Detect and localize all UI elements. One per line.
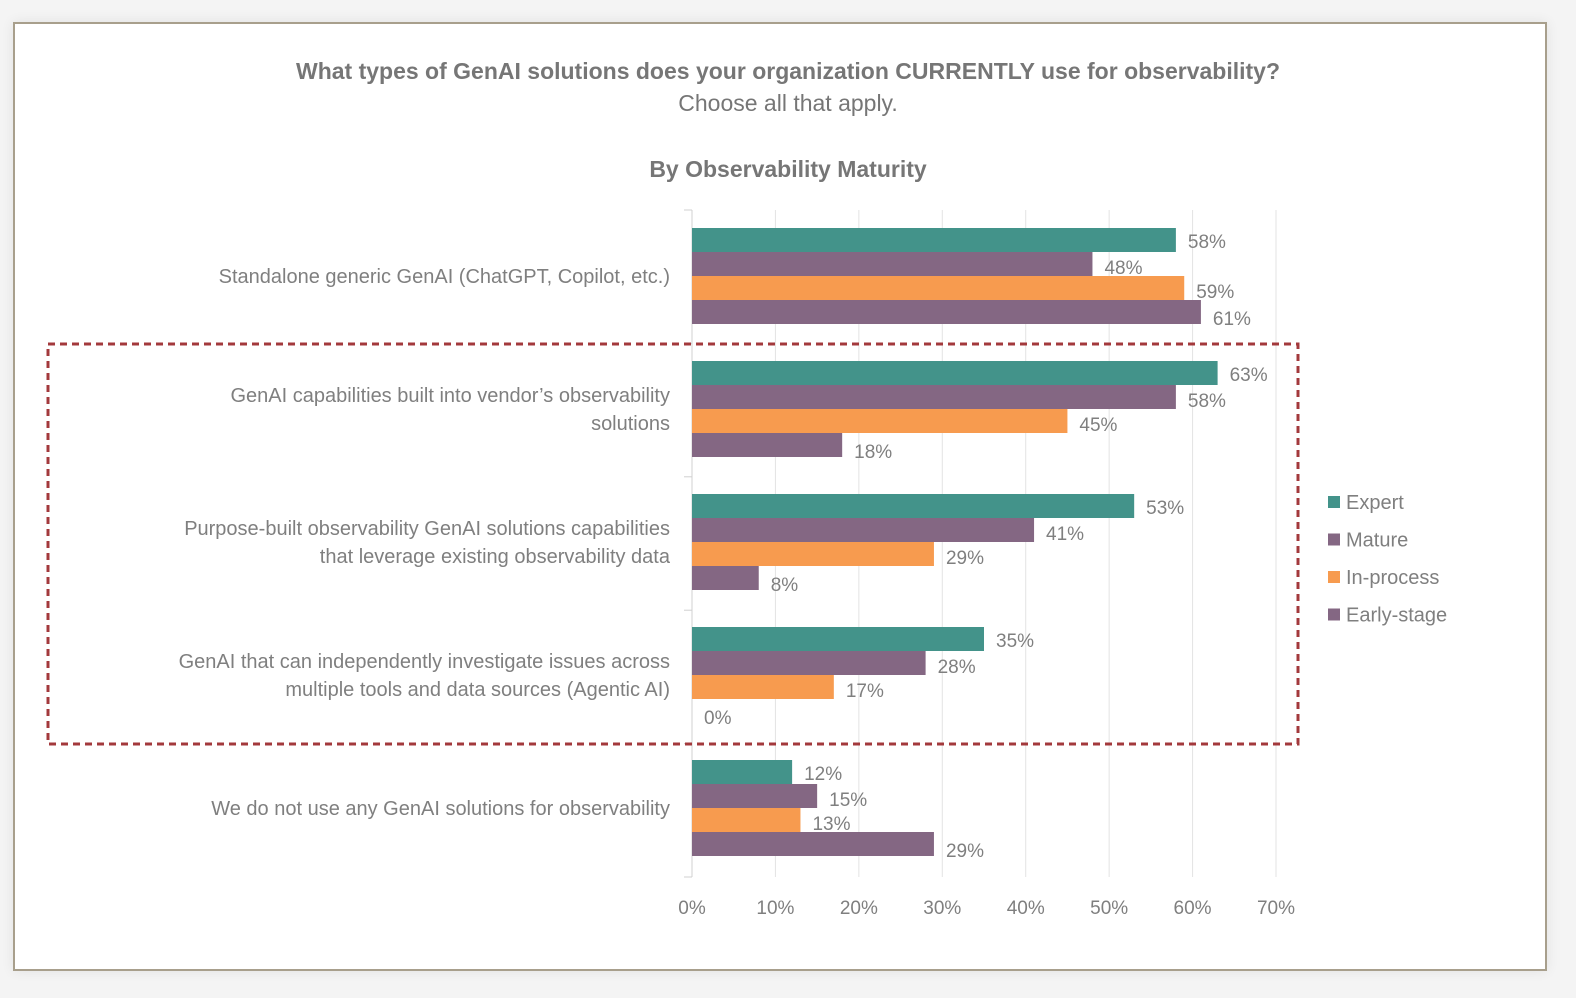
data-label: 41% [1046, 524, 1084, 545]
data-label: 61% [1213, 309, 1251, 330]
legend-label: Expert [1346, 492, 1404, 514]
x-tick-label: 60% [1174, 898, 1212, 919]
data-label: 13% [812, 814, 850, 835]
chart-title: What types of GenAI solutions does your … [295, 58, 1280, 84]
bar-expert [692, 228, 1176, 252]
category-label: Standalone generic GenAI (ChatGPT, Copil… [219, 266, 670, 288]
x-tick-label: 70% [1257, 898, 1295, 919]
bar-early-stage [692, 433, 843, 457]
data-label: 0% [704, 708, 732, 729]
bar-in-process [692, 276, 1185, 300]
legend-label: Mature [1346, 530, 1408, 552]
data-label: 15% [829, 790, 867, 811]
x-tick-label: 10% [756, 898, 794, 919]
category-label: GenAI capabilities built into vendor’s o… [230, 385, 670, 407]
bar-mature [692, 385, 1176, 409]
bar-mature [692, 518, 1035, 542]
data-label: 28% [938, 657, 976, 678]
bar-mature [692, 252, 1093, 276]
bar-in-process [692, 808, 801, 832]
x-tick-label: 30% [923, 898, 961, 919]
chart-section-title: By Observability Maturity [649, 156, 927, 182]
x-tick-label: 0% [678, 898, 706, 919]
data-label: 48% [1104, 258, 1142, 279]
bar-expert [692, 361, 1218, 385]
data-label: 8% [771, 575, 799, 596]
legend-label: In-process [1346, 567, 1439, 589]
category-label: Purpose-built observability GenAI soluti… [184, 518, 670, 540]
data-label: 12% [804, 764, 842, 785]
x-tick-label: 40% [1007, 898, 1045, 919]
bar-in-process [692, 409, 1068, 433]
bar-early-stage [692, 566, 759, 590]
bar-expert [692, 760, 793, 784]
data-label: 58% [1188, 391, 1226, 412]
data-label: 45% [1079, 415, 1117, 436]
bar-in-process [692, 542, 934, 566]
legend-label: Early-stage [1346, 605, 1447, 627]
bar-in-process [692, 675, 834, 699]
data-label: 29% [946, 548, 984, 569]
bar-mature [692, 784, 818, 808]
highlight-box [46, 342, 1300, 746]
data-label: 18% [854, 442, 892, 463]
category-label: We do not use any GenAI solutions for ob… [211, 798, 670, 820]
x-tick-label: 20% [840, 898, 878, 919]
category-label: GenAI that can independently investigate… [179, 651, 670, 673]
bar-mature [692, 651, 926, 675]
category-label: multiple tools and data sources (Agentic… [285, 679, 670, 701]
legend-swatch-mature [1328, 533, 1340, 546]
data-label: 58% [1188, 232, 1226, 253]
category-label: solutions [591, 413, 670, 435]
bar-early-stage [692, 300, 1201, 324]
data-label: 53% [1146, 498, 1184, 519]
data-label: 17% [846, 681, 884, 702]
legend-swatch-expert [1328, 496, 1340, 508]
bar-expert [692, 627, 984, 651]
bar-expert [692, 494, 1135, 518]
data-label: 63% [1230, 365, 1268, 386]
x-tick-label: 50% [1090, 898, 1128, 919]
legend-swatch-in-process [1328, 571, 1340, 583]
data-label: 35% [996, 631, 1034, 652]
data-label: 59% [1196, 282, 1234, 303]
bar-early-stage [692, 832, 934, 856]
legend-swatch-early-stage [1328, 608, 1340, 621]
data-label: 29% [946, 841, 984, 862]
category-label: that leverage existing observability dat… [320, 546, 671, 568]
chart-subtitle: Choose all that apply. [678, 90, 898, 116]
